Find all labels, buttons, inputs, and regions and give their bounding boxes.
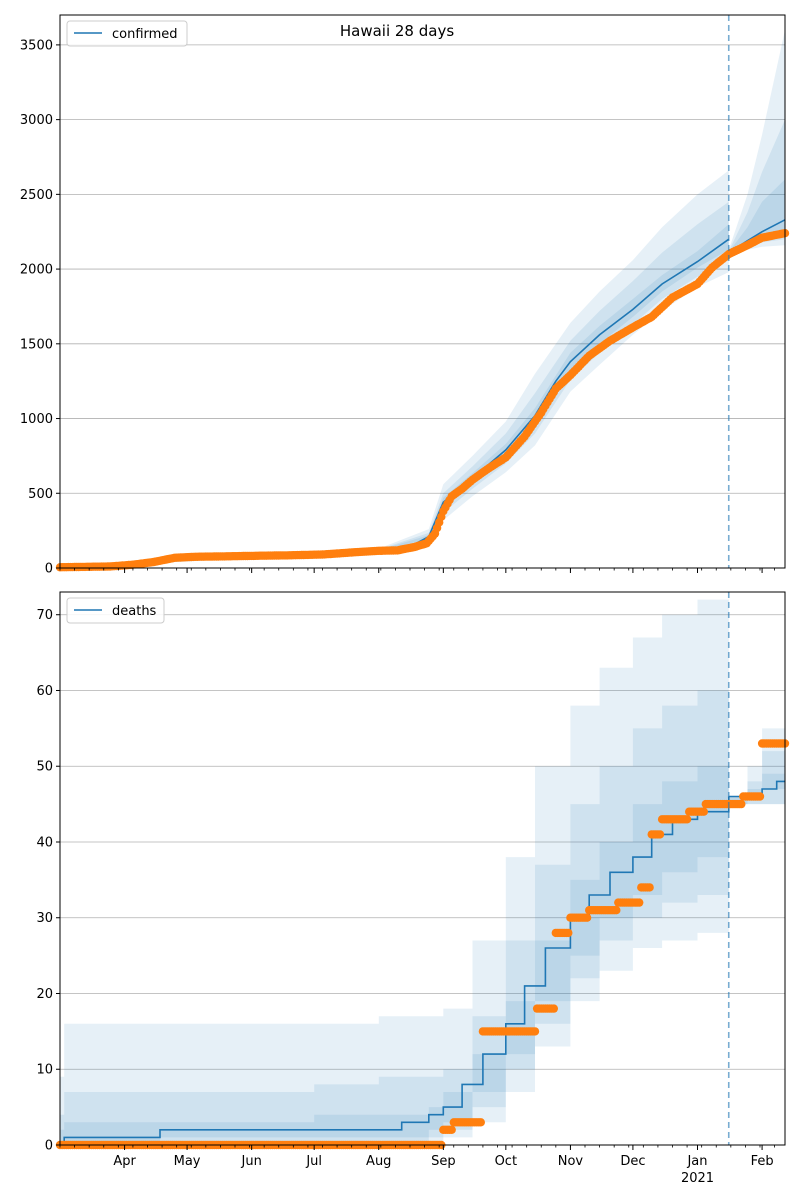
x-tick-label: Jun [241,1154,262,1169]
y-tick-label: 20 [36,987,53,1002]
confidence-band [728,179,785,255]
x-tick-label: Apr [113,1154,136,1169]
observed-point [447,1125,456,1135]
y-tick-label: 0 [45,1139,53,1154]
x-tick-label: Nov [558,1154,584,1169]
legend-box [66,597,165,624]
observed-point [530,1027,540,1036]
observed-point [564,928,573,938]
observed-point [582,913,592,922]
y-tick-label: 3000 [20,113,53,128]
y-tick-label: 50 [36,760,53,775]
confidence-band [60,592,729,1145]
y-tick-label: 2500 [20,188,53,203]
legend-confirmed: confirmed [66,20,188,47]
observed-point [655,830,665,839]
confidence-band [728,720,785,805]
y-tick-label: 30 [36,911,53,926]
x-tick-label: Jul [305,1154,322,1169]
confidence-band [60,751,729,1145]
y-tick-label: 70 [36,608,53,623]
x-tick-label: Feb [751,1154,774,1169]
x-tick-label: Oct [495,1154,517,1169]
confirmed-panel: 0 500 1000 1500 2000 2500 3000 3500 [20,14,790,577]
y-tick-label: 0 [45,562,53,577]
deaths-panel: 0 10 20 30 40 50 60 70 Apr May Jun Jul Aug Sep Oct Nov D… [36,591,790,1186]
observed-point [635,898,644,907]
legend-box [66,20,188,47]
observed-point [476,1118,485,1127]
y-tick-label: 10 [36,1063,53,1078]
axes-frame [59,591,786,1146]
axes-frame [59,14,786,569]
observed-point [612,906,621,915]
y-tick-label: 1500 [20,337,53,352]
chart-title: Hawaii 28 days [340,22,454,40]
y-tick-label: 3500 [20,38,53,53]
observed-point [645,883,654,892]
observed-point [699,807,708,816]
legend-label-deaths: deaths [112,604,157,619]
x-tick-label: Dec [620,1154,645,1169]
observed-point [682,815,692,824]
x-year-label: 2021 [681,1171,714,1186]
y-tick-label: 40 [36,835,53,850]
y-tick-label: 1000 [20,412,53,427]
legend-label-confirmed: confirmed [112,27,178,42]
confidence-band [728,690,785,805]
y-tick-label: 2000 [20,263,53,278]
y-tick-label: 60 [36,684,53,699]
y-tick-label: 500 [28,487,53,502]
confidence-band [728,29,785,256]
observed-point [737,799,746,809]
confidence-band [728,119,785,255]
x-tick-label: Aug [366,1154,391,1169]
observed-point [549,1004,558,1013]
x-tick-label: Jan [686,1154,707,1169]
legend-deaths: deaths [66,597,165,624]
x-tick-label: Sep [431,1154,456,1169]
observed-point [755,792,765,801]
x-tick-label: May [174,1154,201,1169]
